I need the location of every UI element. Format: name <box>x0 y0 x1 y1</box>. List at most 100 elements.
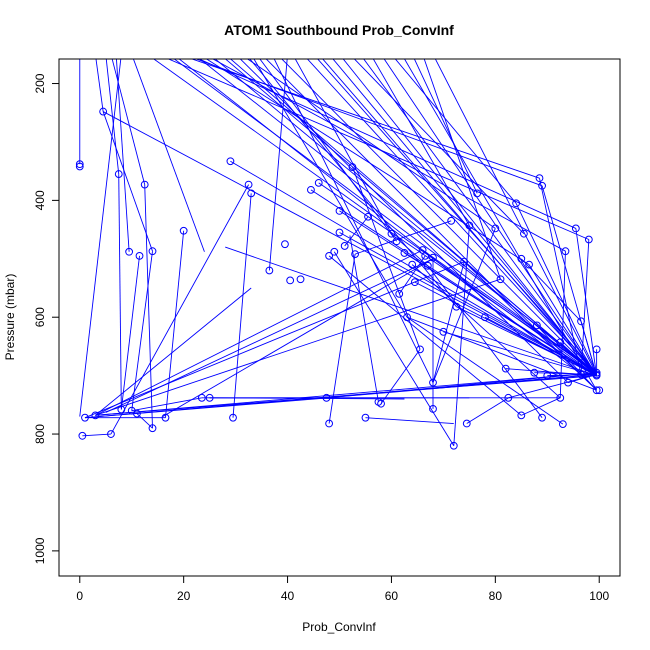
data-point <box>125 247 134 256</box>
data-point <box>99 107 108 116</box>
data-point <box>400 249 409 257</box>
trajectory-segment <box>95 287 252 416</box>
data-point <box>592 371 601 380</box>
trajectory-segment <box>95 249 423 416</box>
data-point <box>584 235 593 244</box>
trajectory-segment <box>102 111 597 375</box>
data-point <box>135 251 144 260</box>
trajectory-segment <box>443 331 597 377</box>
data-point <box>460 257 469 266</box>
x-tick-label: 100 <box>589 589 609 603</box>
data-point <box>423 261 432 270</box>
trajectory-segment <box>102 111 153 252</box>
data-point <box>226 157 235 166</box>
data-point <box>429 378 437 387</box>
trajectory-segment <box>398 255 426 295</box>
trajectory-segment <box>281 59 597 376</box>
trajectory-segment <box>273 59 434 383</box>
data-point <box>429 405 437 413</box>
trajectory-segment <box>79 59 122 417</box>
trajectory-segment <box>328 254 356 424</box>
data-point <box>81 413 89 422</box>
data-point <box>387 229 396 238</box>
data-point <box>416 345 424 354</box>
data-point <box>465 221 474 230</box>
data-point <box>75 160 84 169</box>
trajectory-segment <box>423 59 501 280</box>
trajectory-segment <box>466 397 509 424</box>
trajectory-segment <box>406 316 597 391</box>
trajectory-segment <box>209 397 405 400</box>
data-point <box>340 242 349 250</box>
data-point <box>403 313 411 322</box>
trajectory-segment <box>547 374 597 377</box>
trajectory-segment <box>559 251 566 398</box>
data-point <box>532 321 541 330</box>
trajectory-segment <box>115 59 130 252</box>
trajectory-segment <box>342 59 597 376</box>
data-point <box>351 250 359 259</box>
data-point <box>322 393 331 402</box>
trajectory-segment <box>205 59 530 266</box>
trajectory-segment <box>317 59 597 374</box>
y-tick-label: 400 <box>33 190 47 210</box>
trajectory-segment <box>349 235 379 402</box>
data-point <box>296 275 305 284</box>
trajectory-segment <box>259 59 397 242</box>
y-axis: 200 400 600 800 1000 <box>33 73 59 564</box>
data-point <box>410 278 419 287</box>
trajectory-segment <box>306 59 597 375</box>
data-point <box>556 393 565 402</box>
data-point <box>197 393 206 402</box>
x-tick-label: 20 <box>177 589 191 603</box>
trajectory-segment <box>383 59 597 376</box>
data-point <box>558 420 567 429</box>
data-point <box>148 424 157 433</box>
data-point <box>107 430 115 438</box>
trajectory-segment <box>559 341 597 376</box>
data-point <box>535 174 544 183</box>
data-point <box>501 364 510 373</box>
data-point <box>244 180 253 189</box>
trajectory-segment <box>105 258 434 413</box>
data-point <box>335 206 344 215</box>
trajectory-segment <box>118 174 122 410</box>
data-point <box>361 413 370 422</box>
trajectory-segment <box>120 255 140 410</box>
trajectory-segment <box>328 255 522 416</box>
trajectory-segment <box>105 59 120 175</box>
trajectory-segment <box>225 246 597 377</box>
data-point <box>504 393 513 402</box>
data-point <box>265 266 274 275</box>
data-point <box>577 317 585 326</box>
trajectory-segment <box>404 59 598 391</box>
trajectory-segment <box>521 397 561 416</box>
data-point <box>473 189 482 198</box>
data-point <box>592 386 601 395</box>
trajectory-segment <box>536 325 597 391</box>
x-axis-label: Prob_ConvInf <box>302 620 376 634</box>
data-point <box>577 370 585 379</box>
y-tick-label: 200 <box>33 73 47 93</box>
data-point <box>592 345 601 354</box>
data-point <box>449 441 458 450</box>
data-point <box>512 199 521 208</box>
data-point <box>595 386 604 395</box>
trajectory-segment <box>353 59 525 234</box>
trajectory-segment <box>294 59 392 234</box>
trajectory-segment <box>365 417 454 424</box>
data-point <box>330 247 339 256</box>
x-tick-label: 80 <box>489 589 503 603</box>
data-point <box>462 419 471 428</box>
trajectory-segment <box>214 59 597 376</box>
data-point <box>543 371 552 380</box>
chart-title: ATOM1 Southbound Prob_ConvInf <box>224 22 454 38</box>
trajectory-segment <box>372 59 470 226</box>
data-point <box>561 247 570 256</box>
data-point <box>364 212 372 221</box>
trajectory-segment <box>333 251 455 446</box>
trajectory-segment <box>167 59 590 240</box>
trajectory-segment <box>232 193 252 418</box>
trajectory-segment <box>131 397 202 412</box>
